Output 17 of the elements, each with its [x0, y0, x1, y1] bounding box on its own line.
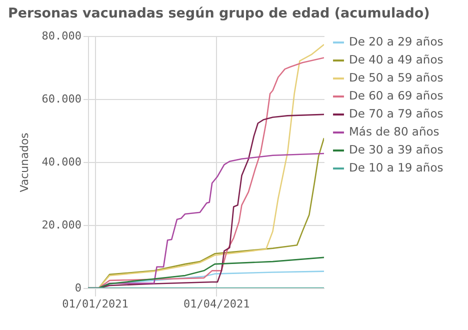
y-tick-label: 60.000 [42, 92, 82, 106]
y-axis-title: Vacunados [18, 132, 31, 192]
y-tick-label: 80.000 [42, 30, 82, 42]
chart-title: Personas vacunadas según grupo de edad (acumulado) [8, 6, 430, 22]
legend-label: De 40 a 49 años [349, 52, 444, 66]
legend-label: De 20 a 29 años [349, 34, 444, 48]
legend-label: De 30 a 39 años [349, 142, 444, 156]
legend-label: De 60 a 69 años [349, 88, 444, 102]
y-tick-label: 0 [74, 282, 82, 294]
legend-label: De 10 a 19 años [349, 160, 444, 174]
legend-label: De 50 a 59 años [349, 70, 444, 84]
x-tick-label: 01/01/2021 [62, 298, 128, 310]
y-tick-label: 20.000 [42, 218, 82, 232]
y-tick-label: 40.000 [42, 156, 82, 168]
legend-label: De 70 a 79 años [349, 106, 444, 120]
x-tick-label: 01/04/2021 [183, 298, 250, 310]
legend-label: Más de 80 años [349, 124, 440, 138]
